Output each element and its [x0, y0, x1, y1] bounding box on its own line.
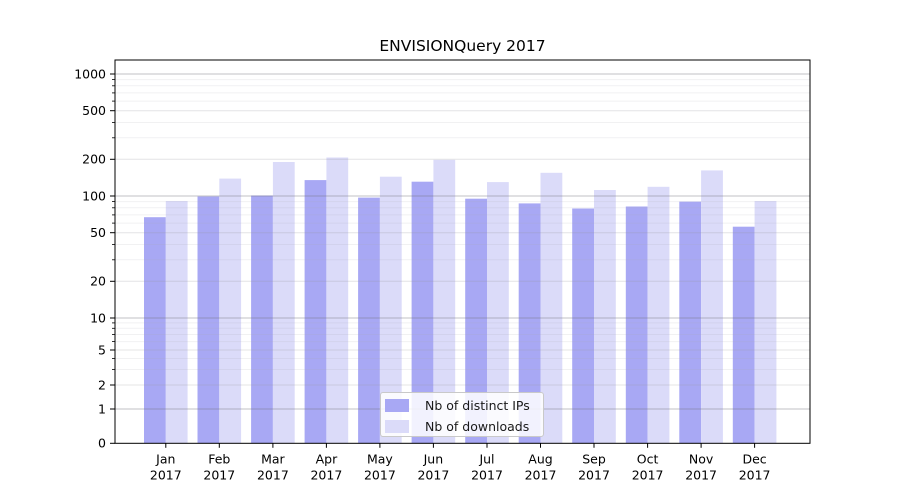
bar-s0-m9: [625, 206, 648, 444]
bar-s0-m7: [518, 203, 541, 444]
bar-s1-m7: [540, 172, 563, 444]
x-tick-label-year: 2017: [417, 468, 449, 483]
legend-item-distinct-ips: Nb of distinct IPs: [385, 396, 543, 415]
x-tick-label-year: 2017: [257, 468, 289, 483]
x-tick-label-month: Mar: [261, 452, 285, 467]
bar-s0-m1: [197, 196, 220, 444]
legend-item-downloads: Nb of downloads: [385, 417, 543, 436]
x-tick-label-year: 2017: [150, 468, 182, 483]
y-tick-label: 1000: [74, 66, 106, 81]
bar-s0-m10: [679, 201, 702, 444]
bar-s1-m6: [487, 182, 509, 444]
x-tick-label-month: Aug: [528, 452, 552, 467]
bar-s0-m3: [304, 180, 327, 444]
x-tick-label-year: 2017: [203, 468, 235, 483]
x-tick-label-month: Dec: [742, 452, 766, 467]
bar-s1-m1: [219, 178, 242, 444]
plot-frame: [114, 59, 811, 444]
x-tick-label-year: 2017: [685, 468, 717, 483]
x-tick-label-year: 2017: [578, 468, 610, 483]
bar-s0-m4: [358, 197, 380, 444]
y-tick-label: 50: [90, 225, 106, 240]
x-tick-label-year: 2017: [632, 468, 664, 483]
bar-s0-m8: [572, 208, 594, 444]
y-tick-label: 20: [90, 274, 106, 289]
x-tick-label-month: Sep: [582, 452, 606, 467]
legend-swatch-distinct-ips: [385, 399, 409, 412]
legend-swatch-downloads: [385, 420, 409, 433]
y-tick-label: 200: [82, 152, 106, 167]
x-tick-label-year: 2017: [739, 468, 771, 483]
bar-s1-m9: [647, 186, 670, 444]
bar-s1-m2: [272, 162, 295, 444]
bar-s1-m8: [594, 190, 616, 444]
x-tick-label-month: Apr: [316, 452, 338, 467]
bar-s0-m0: [144, 217, 166, 444]
x-tick-label-month: Feb: [208, 452, 230, 467]
x-tick-label-year: 2017: [364, 468, 396, 483]
x-tick-label-month: Jun: [423, 452, 444, 467]
x-tick-label-month: Nov: [689, 452, 714, 467]
bar-s0-m11: [732, 226, 755, 444]
axes-layer: 01251020501002005001000Jan2017Feb2017Mar…: [74, 59, 811, 483]
bar-s1-m0: [165, 201, 188, 444]
y-tick-label: 1: [98, 401, 106, 416]
bar-s0-m2: [251, 195, 273, 444]
legend-label-distinct-ips: Nb of distinct IPs: [425, 398, 530, 413]
y-tick-label: 10: [90, 310, 106, 325]
bar-s1-m11: [754, 201, 777, 444]
y-tick-label: 500: [82, 103, 106, 118]
grid-layer: [115, 73, 810, 410]
x-tick-label-month: Jul: [478, 452, 494, 467]
chart-title: ENVISIONQuery 2017: [379, 37, 546, 55]
y-tick-label: 2: [98, 377, 106, 392]
x-tick-label-year: 2017: [525, 468, 557, 483]
y-tick-label: 5: [98, 342, 106, 357]
bar-s1-m4: [379, 176, 402, 444]
x-tick-label-month: Jan: [155, 452, 175, 467]
legend: Nb of distinct IPs Nb of downloads: [380, 392, 544, 437]
bar-s1-m3: [326, 157, 349, 444]
x-tick-label-month: Oct: [637, 452, 659, 467]
bar-s0-m6: [465, 198, 487, 444]
y-tick-label: 100: [82, 188, 106, 203]
y-tick-label: 0: [98, 436, 106, 451]
x-tick-label-month: May: [367, 452, 393, 467]
bars-layer: [144, 157, 777, 444]
legend-label-downloads: Nb of downloads: [425, 419, 530, 434]
bar-s0-m5: [411, 181, 434, 444]
bar-s1-m10: [701, 170, 723, 444]
x-tick-label-year: 2017: [471, 468, 503, 483]
x-tick-label-year: 2017: [310, 468, 342, 483]
bar-s1-m5: [433, 159, 456, 444]
